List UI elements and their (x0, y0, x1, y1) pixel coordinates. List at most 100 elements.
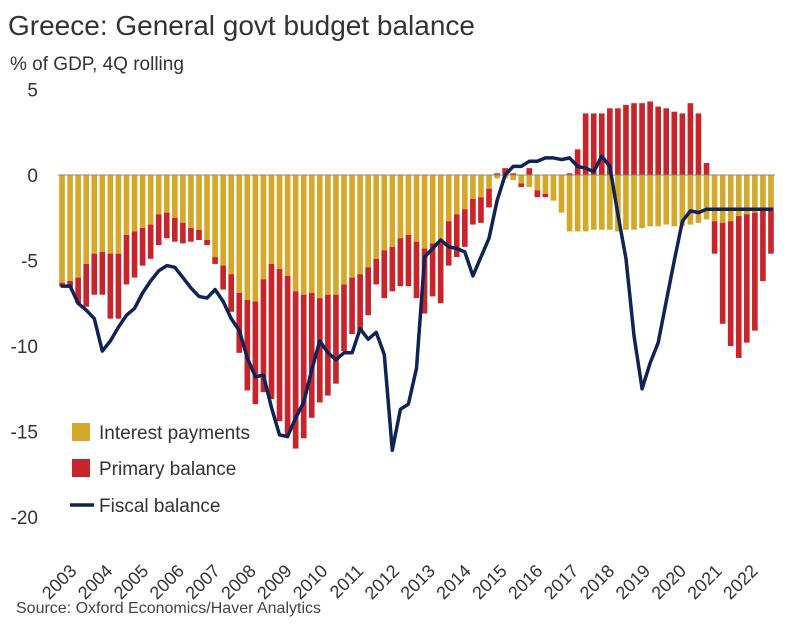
primary-bar (292, 291, 299, 449)
interest-bar (615, 175, 621, 232)
primary-bar (727, 221, 734, 346)
primary-bar (244, 299, 251, 391)
interest-bar (671, 175, 678, 227)
y-tick-label: 5 (27, 81, 38, 102)
interest-bar (260, 175, 267, 280)
interest-bar (236, 175, 243, 293)
chart-subtitle: % of GDP, 4Q rolling (10, 54, 184, 75)
interest-bar (752, 175, 758, 213)
x-tick-label: 2015 (468, 561, 510, 603)
x-tick-label: 2009 (253, 561, 295, 603)
primary-bar (131, 231, 138, 278)
interest-bar (687, 175, 694, 225)
primary-bar (542, 193, 549, 198)
interest-bar (333, 175, 339, 295)
primary-bar (687, 103, 694, 175)
interest-bar (663, 175, 670, 225)
interest-bar (429, 175, 436, 244)
interest-bar (99, 175, 106, 252)
primary-bar (719, 222, 726, 324)
primary-bar (703, 163, 710, 175)
interest-bar (357, 175, 363, 275)
x-tick-label: 2017 (540, 561, 582, 603)
interest-bar (494, 175, 500, 179)
interest-bar (67, 175, 73, 282)
interest-bar (268, 175, 275, 264)
primary-bar (107, 253, 114, 319)
primary-bar (574, 149, 581, 175)
y-tick-label: 0 (27, 166, 38, 187)
interest-bar (252, 175, 259, 302)
interest-bar (574, 175, 581, 232)
interest-bar (188, 175, 194, 229)
interest-bar (123, 175, 130, 235)
interest-bar (373, 175, 380, 259)
primary-bar (590, 113, 597, 175)
x-tick-label: 2013 (397, 561, 439, 603)
interest-bar (389, 175, 396, 247)
interest-bar (590, 175, 597, 230)
interest-bar (462, 175, 468, 210)
primary-bar (333, 294, 339, 384)
interest-bar (711, 175, 718, 222)
interest-bar (453, 175, 460, 215)
primary-bar (75, 277, 81, 304)
primary-bar (188, 228, 194, 242)
interest-bar (413, 175, 420, 242)
primary-bar (204, 239, 210, 246)
interest-bar (171, 175, 178, 218)
interest-bar (679, 175, 686, 227)
primary-bar (91, 253, 98, 295)
primary-bar (607, 108, 613, 175)
interest-bar (735, 175, 742, 217)
y-axis-ticks: 5 0 -5 -10 -15 -20 (11, 81, 38, 530)
primary-bar (615, 108, 621, 175)
x-tick-label: 2021 (683, 561, 725, 603)
x-tick-label: 2011 (326, 561, 368, 603)
interest-bar (768, 175, 774, 208)
interest-bar (365, 175, 371, 268)
x-tick-label: 2005 (110, 561, 152, 603)
interest-bar (518, 175, 525, 184)
primary-bar (760, 209, 766, 282)
primary-bar (502, 168, 508, 175)
legend-label: Fiscal balance (99, 496, 220, 517)
interest-bar (228, 175, 235, 275)
primary-bar (99, 251, 106, 295)
primary-bar (453, 214, 460, 258)
primary-bar (445, 221, 452, 266)
interest-bar (566, 175, 573, 232)
primary-bar (276, 269, 283, 422)
primary-bar (284, 275, 291, 435)
interest-bar (405, 175, 412, 235)
interest-bar (703, 175, 710, 220)
primary-bar (260, 279, 267, 393)
interest-bar (59, 175, 65, 283)
interest-bar (558, 175, 565, 213)
primary-bar (317, 298, 323, 403)
interest-bar (131, 175, 138, 232)
primary-bar (268, 263, 275, 400)
primary-bar (196, 229, 202, 240)
interest-bar (244, 175, 251, 300)
x-tick-label: 2007 (181, 561, 223, 603)
primary-bar (671, 111, 678, 175)
interest-bar (445, 175, 452, 222)
primary-bar (768, 207, 774, 254)
legend-label: Interest payments (99, 423, 250, 444)
primary-bar (518, 183, 525, 187)
interest-bar (147, 175, 154, 225)
interest-bar (542, 175, 549, 194)
interest-bar (212, 175, 218, 258)
interest-bar (647, 175, 653, 227)
interest-bar (639, 175, 645, 229)
primary-bar (494, 173, 500, 175)
x-tick-label: 2012 (361, 561, 403, 603)
interest-bar (534, 175, 541, 191)
primary-bar (325, 294, 331, 396)
primary-bar (180, 222, 186, 244)
x-tick-label: 2016 (504, 561, 546, 603)
interest-bar (75, 175, 81, 278)
primary-bar (695, 113, 702, 175)
primary-bar (598, 113, 605, 175)
